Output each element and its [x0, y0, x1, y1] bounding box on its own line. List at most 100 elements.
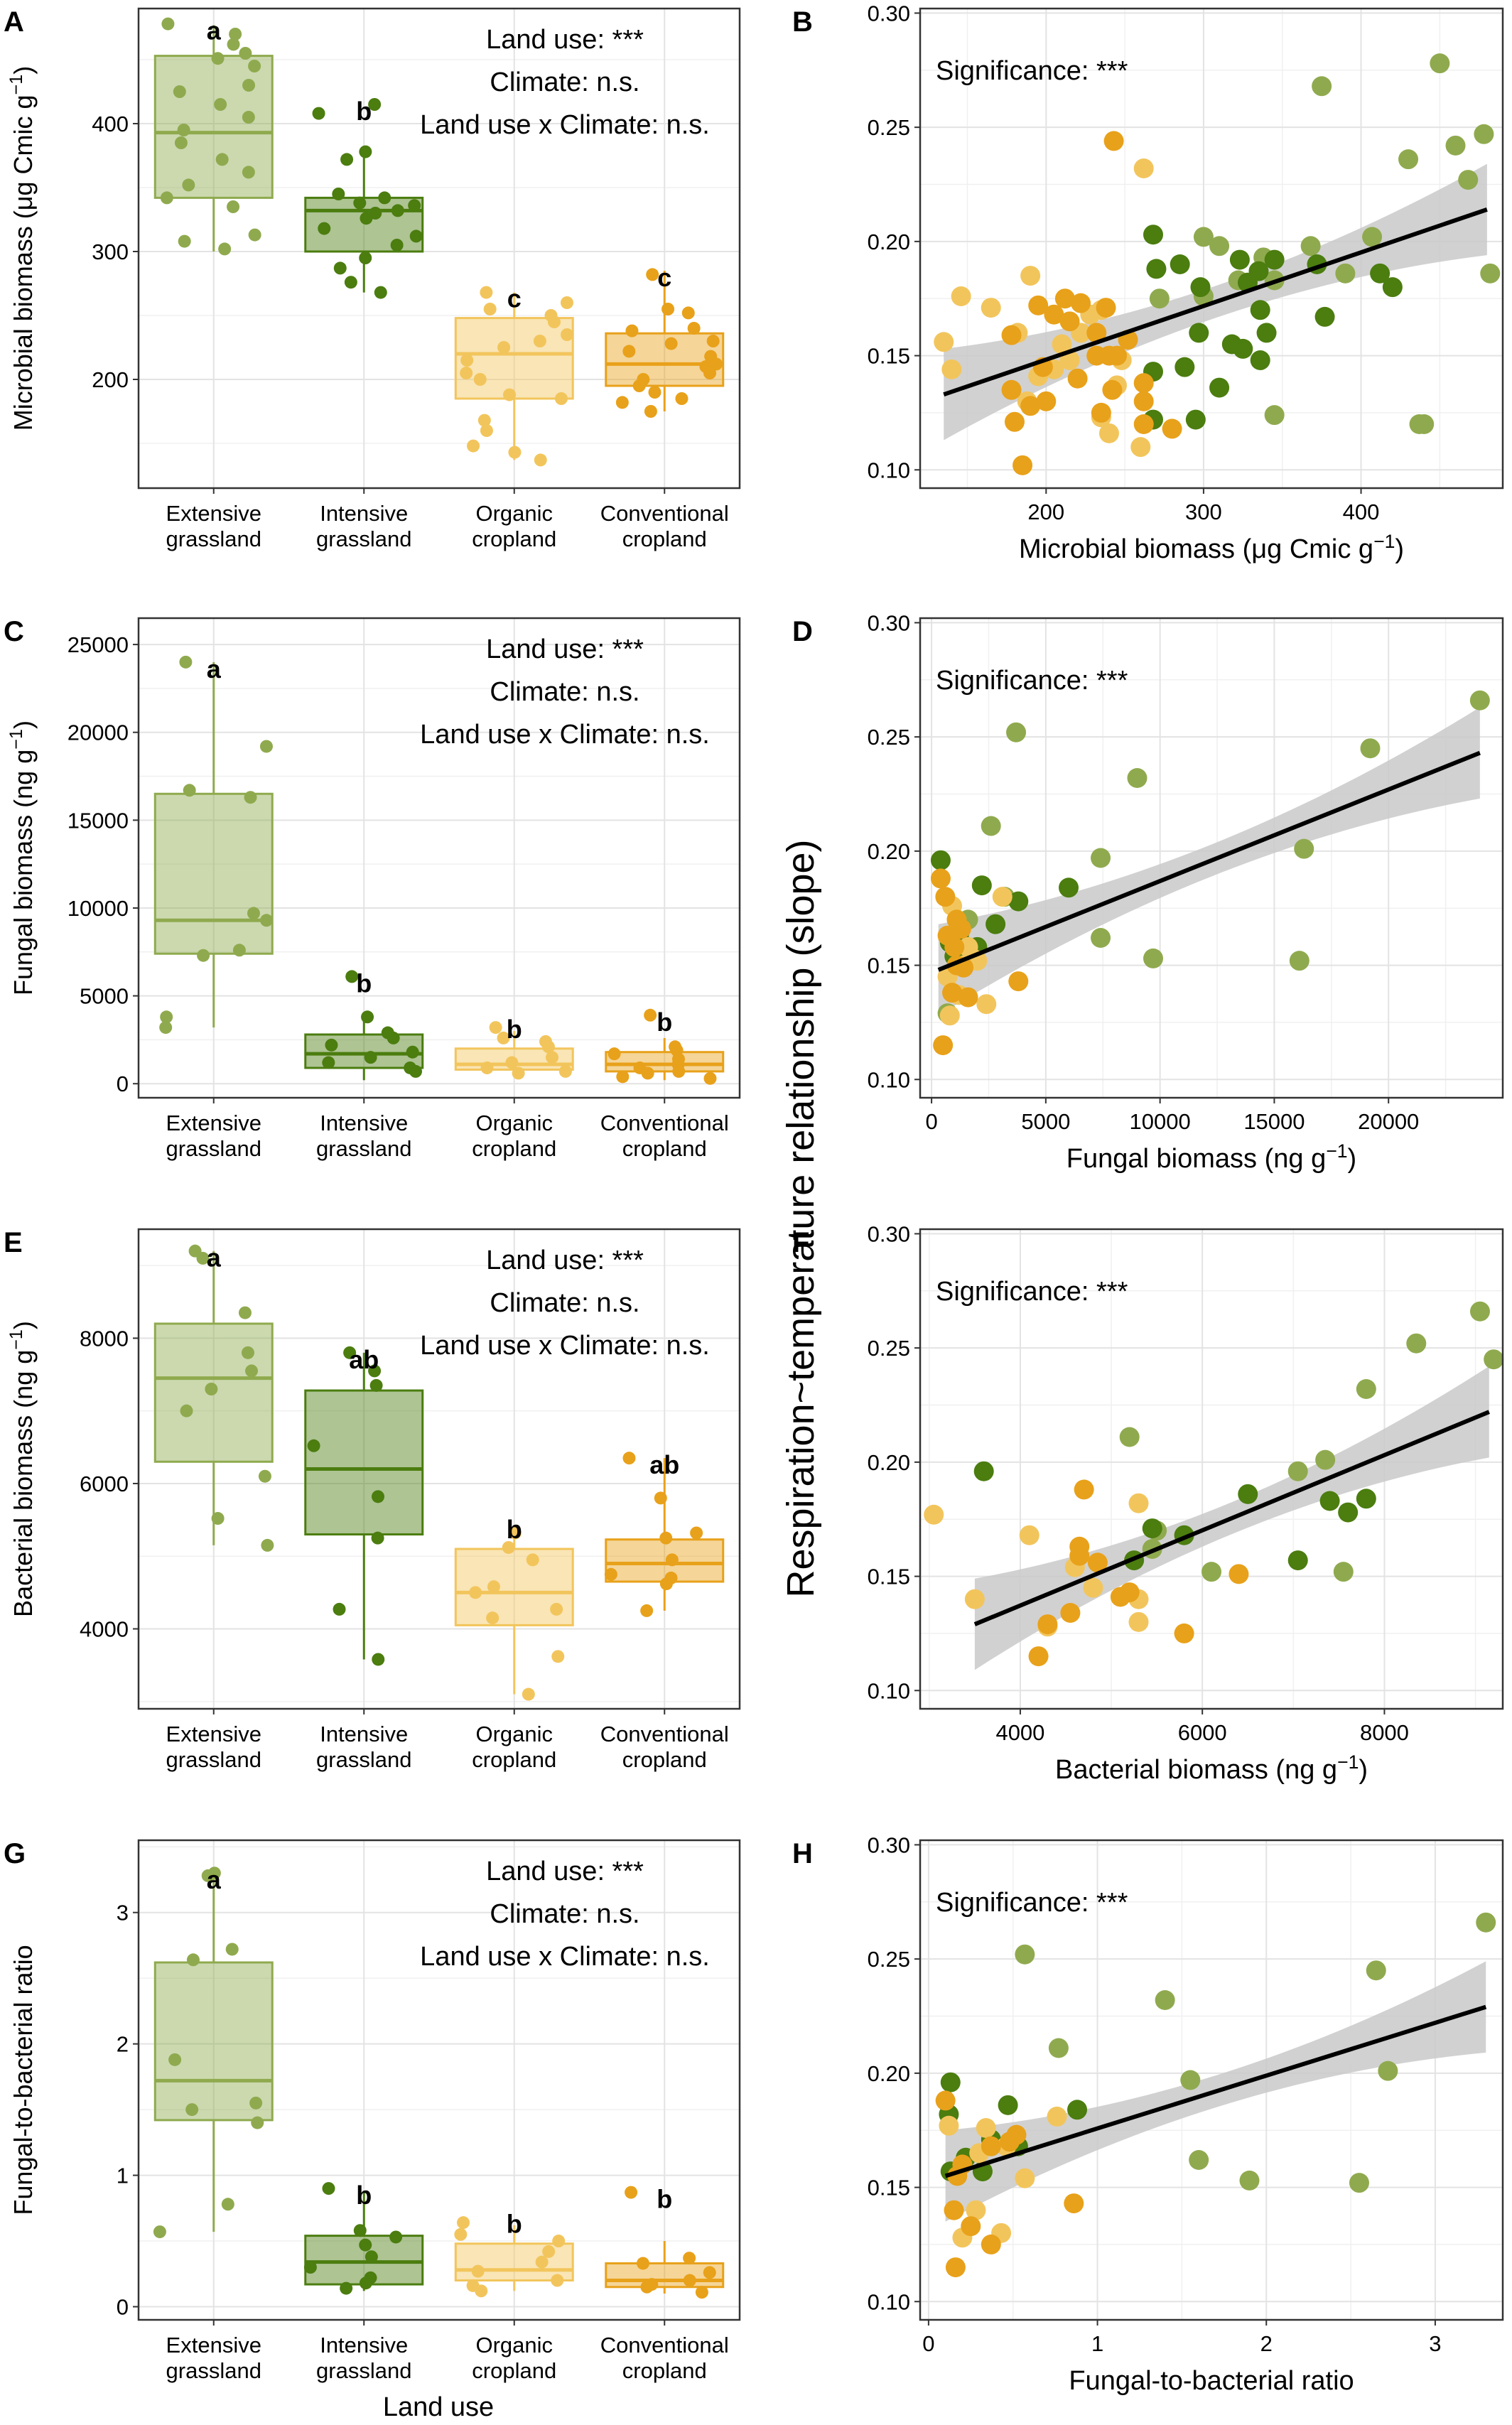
data-point — [332, 188, 345, 200]
x-axis-title: Fungal-to-bacterial ratio — [1069, 2366, 1354, 2396]
y-tick-label: 0.25 — [868, 1947, 910, 1972]
data-point — [238, 1306, 252, 1319]
data-point — [508, 445, 522, 459]
data-point — [261, 1538, 274, 1552]
data-point — [361, 1010, 374, 1024]
regression-line — [944, 2004, 1487, 2178]
data-point — [353, 2224, 367, 2237]
y-tick-label: 0.25 — [868, 725, 910, 750]
data-point-conventional — [1103, 131, 1124, 151]
data-point-intensive — [1008, 891, 1029, 912]
y-tick-label: 2 — [117, 2032, 129, 2057]
panel-d: D 0.10 0.15 0.20 0.25 0.30 0 5000 10000 15000 2000… — [792, 610, 1504, 1174]
data-point — [703, 2266, 716, 2279]
data-point-conventional — [1001, 325, 1022, 345]
data-point — [179, 655, 193, 669]
x-tick-label: 0 — [922, 2331, 934, 2356]
data-point — [469, 1586, 482, 1599]
plot-frame — [919, 1839, 1504, 2321]
data-point-conventional — [1060, 1603, 1081, 1623]
data-point-extensive — [1209, 236, 1230, 256]
data-point-conventional — [1228, 1564, 1249, 1584]
data-point-conventional — [1036, 391, 1057, 411]
data-point-extensive — [1349, 2173, 1369, 2193]
y-tick-label: 400 — [92, 112, 129, 136]
data-point-conventional — [981, 2234, 1001, 2254]
data-point-organic — [1019, 1525, 1040, 1545]
data-point-conventional — [1004, 411, 1025, 432]
data-point-organic — [934, 332, 954, 352]
y-tick-label: 0.20 — [868, 1450, 910, 1475]
data-point-extensive — [1294, 838, 1314, 859]
data-point-extensive — [1239, 2170, 1260, 2191]
data-point-organic — [1128, 1493, 1149, 1513]
significance-text: Significance: *** — [936, 56, 1128, 86]
data-point-conventional — [1074, 1479, 1094, 1500]
data-point — [259, 740, 273, 753]
data-point-organic — [1052, 334, 1072, 355]
box-iqr — [304, 1389, 424, 1536]
data-point — [333, 1602, 346, 1616]
y-tick-label: 0.10 — [868, 458, 910, 482]
regression-line — [937, 750, 1481, 972]
stats-line: Land use x Climate: n.s. — [420, 110, 710, 140]
x-axis-title: Microbial biomass (μg Cmic g−1) — [1019, 531, 1404, 564]
data-point-organic — [976, 994, 997, 1015]
panel-e: E 4000 6000 8000 a ab b ab Land use: *** Climate:… — [4, 1227, 741, 1772]
data-point-extensive — [1119, 1427, 1140, 1447]
data-point-extensive — [1335, 263, 1356, 283]
data-point — [391, 204, 404, 217]
data-point-organic — [924, 1504, 944, 1525]
significance-letter: b — [507, 1515, 522, 1544]
data-point-conventional — [1096, 298, 1116, 318]
data-point-conventional — [1133, 391, 1154, 411]
data-point — [508, 1526, 522, 1540]
data-point — [248, 60, 261, 72]
stats-line: Climate: n.s. — [490, 677, 639, 707]
x-tick-label: 400 — [1343, 499, 1380, 524]
data-point — [174, 136, 188, 149]
x-axis-title: Bacterial biomass (ng g−1) — [1055, 1751, 1368, 1785]
x-tick-label: Conventional — [600, 1111, 729, 1135]
data-point — [359, 2277, 372, 2290]
y-tick-label: 0.20 — [868, 2061, 910, 2086]
x-tick-label: grassland — [166, 1136, 261, 1161]
data-point — [322, 2182, 335, 2196]
data-point — [467, 439, 480, 453]
x-tick-label: 3 — [1429, 2331, 1441, 2356]
data-point — [196, 1251, 210, 1265]
data-point — [659, 1531, 673, 1545]
data-point — [353, 196, 367, 210]
data-point — [551, 1650, 565, 1663]
plot-frame — [919, 1228, 1504, 1710]
box-iqr — [153, 1961, 274, 2122]
data-point — [480, 286, 493, 299]
data-point — [636, 2257, 649, 2270]
data-point-conventional — [930, 868, 951, 889]
data-point — [486, 1611, 500, 1625]
data-point-extensive — [1469, 690, 1490, 711]
x-tick-label: grassland — [316, 1136, 411, 1161]
data-point-conventional — [1067, 368, 1088, 389]
data-point — [371, 1531, 384, 1545]
data-point — [497, 1031, 510, 1044]
x-tick-label: 200 — [1027, 499, 1064, 524]
data-point-conventional — [945, 2257, 966, 2278]
y-tick-label: 0.15 — [868, 2176, 910, 2200]
data-point — [552, 2235, 566, 2248]
data-point — [560, 296, 573, 309]
x-tick-label: 8000 — [1360, 1720, 1409, 1745]
data-point-conventional — [1020, 396, 1041, 416]
panel-label-h: H — [792, 1838, 813, 1869]
data-point — [360, 212, 373, 225]
data-point — [706, 335, 720, 347]
data-point — [408, 199, 421, 212]
plot-frame — [137, 1228, 741, 1710]
data-point-extensive — [1189, 2150, 1209, 2170]
box-iqr — [605, 2262, 725, 2289]
stats-line: Climate: n.s. — [490, 1288, 639, 1318]
data-point-intensive — [1059, 877, 1079, 898]
data-point — [622, 1452, 636, 1465]
data-point — [160, 1010, 173, 1024]
data-point — [239, 47, 252, 60]
